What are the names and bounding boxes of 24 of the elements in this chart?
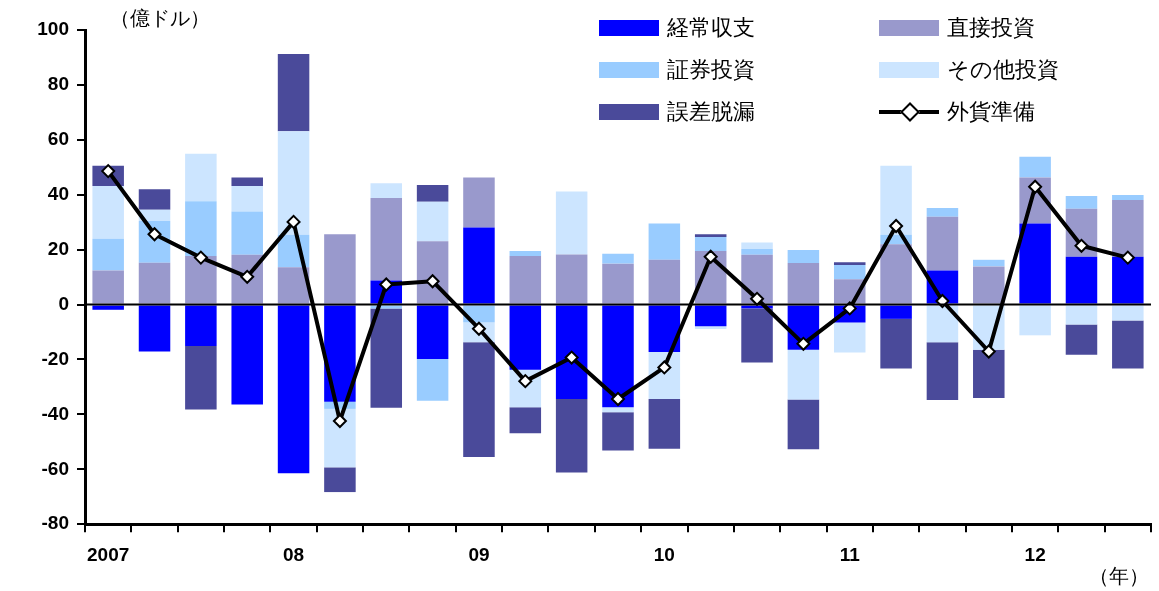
y-tick-label: -40 bbox=[41, 402, 69, 424]
legend-label: 証券投資 bbox=[667, 56, 755, 84]
y-tick-label: 80 bbox=[47, 73, 69, 95]
y-tick-label: 60 bbox=[47, 128, 69, 150]
x-tick-label: 09 bbox=[468, 543, 490, 565]
y-tick-label: -60 bbox=[41, 457, 69, 479]
legend-label: 経常収支 bbox=[667, 14, 755, 42]
y-tick-label: -80 bbox=[41, 512, 69, 534]
y-tick-label: 0 bbox=[58, 292, 69, 314]
legend-label: 外貨準備 bbox=[947, 98, 1035, 126]
legend-label: 直接投資 bbox=[947, 14, 1035, 42]
x-axis-title: （年） bbox=[1089, 564, 1149, 589]
x-tick-label: 10 bbox=[653, 543, 675, 565]
y-axis-title: （億ドル） bbox=[110, 6, 210, 31]
y-tick-label: 100 bbox=[37, 18, 69, 40]
x-tick-label: 11 bbox=[839, 543, 861, 565]
y-tick-label: 20 bbox=[47, 237, 69, 259]
y-tick-label: -20 bbox=[41, 347, 69, 369]
x-tick-label: 2007 bbox=[87, 543, 130, 565]
y-tick-label: 40 bbox=[47, 182, 69, 204]
x-tick-label: 08 bbox=[282, 543, 305, 565]
legend-label: 誤差脱漏 bbox=[667, 98, 755, 126]
x-tick-label: 12 bbox=[1024, 543, 1046, 565]
legend-label: その他投資 bbox=[947, 56, 1059, 84]
